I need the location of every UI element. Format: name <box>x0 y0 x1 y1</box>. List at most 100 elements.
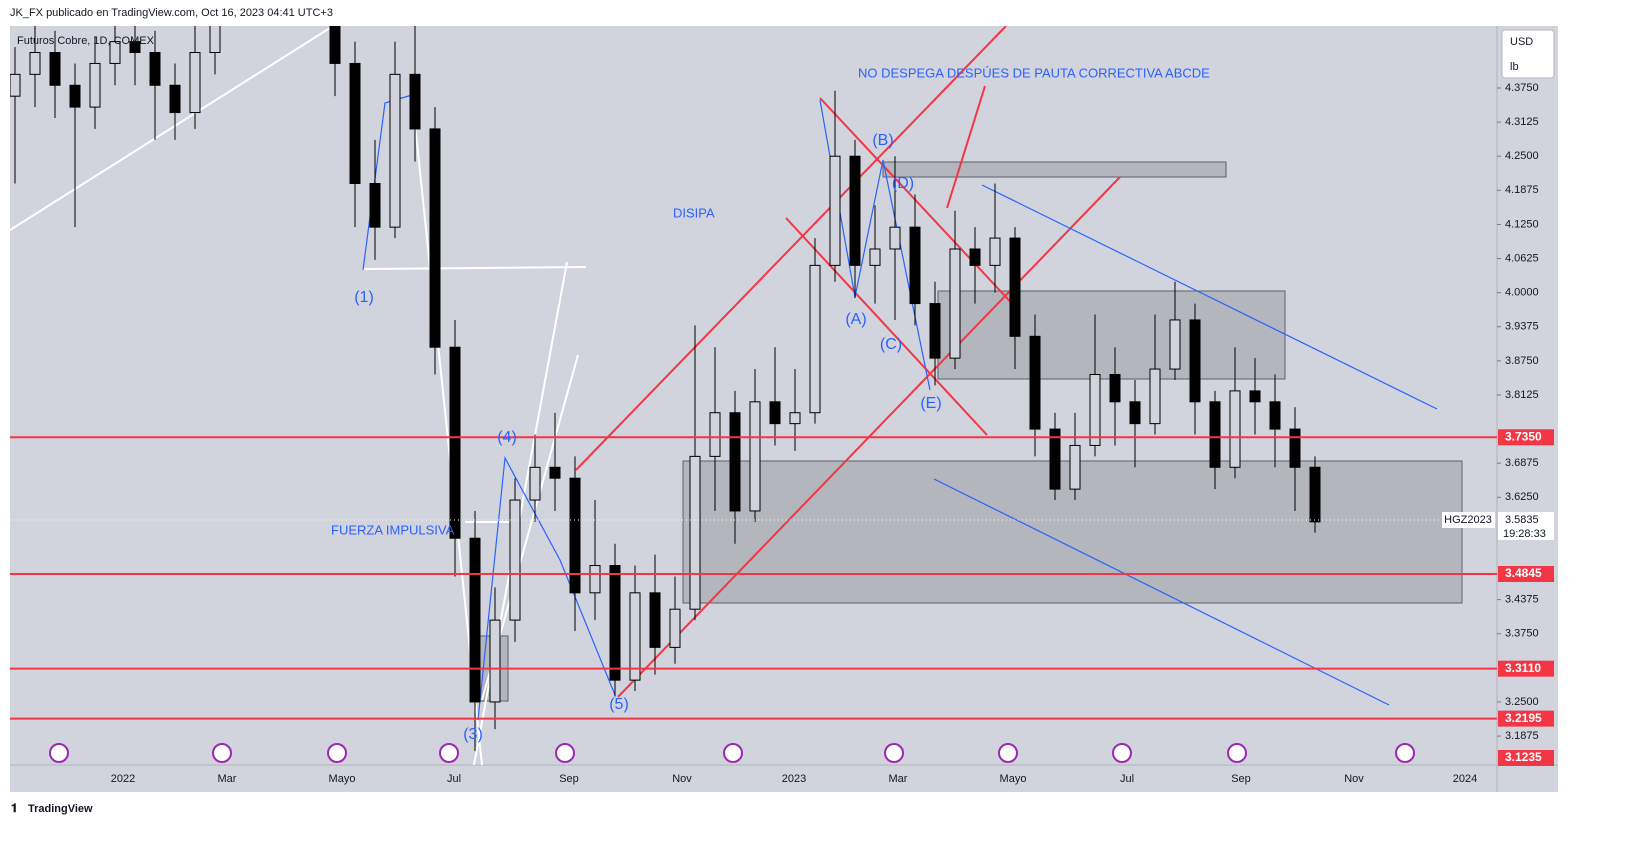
candle-body <box>1289 428 1301 468</box>
y-tick-label: 4.1250 <box>1505 218 1539 230</box>
level-tag <box>1498 429 1554 446</box>
y-tick-label: 3.8750 <box>1505 355 1539 367</box>
candle-body <box>909 226 921 305</box>
x-tick-label: Mayo <box>329 773 356 785</box>
annotation: NO DESPEGA DESPÚES DE PAUTA CORRECTIVA A… <box>858 65 1210 80</box>
candle-body <box>29 52 41 75</box>
candle-body <box>1069 444 1081 490</box>
candle-body <box>529 466 541 501</box>
event-marker <box>1112 743 1132 763</box>
candle-body <box>69 84 81 108</box>
candle-body <box>1089 374 1101 446</box>
zone <box>882 161 1227 178</box>
x-tick-label: Mar <box>218 773 237 785</box>
level-label: 3.3110 <box>1505 661 1541 675</box>
candle-body <box>1169 319 1181 370</box>
channel-line <box>933 478 1390 706</box>
x-tick-label: Sep <box>559 773 579 785</box>
trendline <box>575 26 1007 471</box>
level-label: 3.1235 <box>1505 750 1542 764</box>
channel-line <box>981 184 1438 410</box>
candle-body <box>1249 390 1261 403</box>
zone <box>937 290 1286 380</box>
y-tick-label: 3.6875 <box>1505 457 1539 469</box>
candle-body <box>549 466 561 479</box>
candle-body <box>389 73 401 228</box>
level-label: 3.2195 <box>1505 711 1542 725</box>
candle-body <box>1029 335 1041 430</box>
candle-body <box>10 73 21 97</box>
x-tick-label: 2023 <box>782 773 806 785</box>
y-tick-label: 3.8125 <box>1505 389 1539 401</box>
symbol-tag <box>1442 512 1495 528</box>
wave-label: (5) <box>609 696 629 713</box>
wave-label: (B) <box>872 132 893 149</box>
unit[interactable]: lb <box>1510 61 1519 73</box>
candle-body <box>989 237 1001 266</box>
trendline <box>819 97 1021 313</box>
plot-area <box>10 26 1558 792</box>
candle-body <box>1129 401 1141 425</box>
candle-body <box>1309 466 1321 523</box>
candle-body <box>1109 374 1121 403</box>
candle-body <box>1009 237 1021 337</box>
x-tick-label: Mar <box>889 773 908 785</box>
candle-body <box>349 62 361 185</box>
candle-body <box>769 401 781 425</box>
wave-label: (E) <box>920 395 941 412</box>
level-label: 3.4845 <box>1505 566 1542 580</box>
candle-body <box>369 183 381 228</box>
candle-body <box>1049 428 1061 490</box>
candle-body <box>449 346 461 539</box>
event-marker <box>1227 743 1247 763</box>
candle-body <box>409 73 421 130</box>
candle-body <box>1149 368 1161 425</box>
y-tick-label: 4.3125 <box>1505 116 1539 128</box>
candle-body <box>629 592 641 681</box>
y-tick-label: 4.2500 <box>1505 150 1539 162</box>
wave-label: (C) <box>880 336 902 353</box>
candle-body <box>169 84 181 114</box>
symbol-title: Futuros Cobre, 1D, COMEX <box>17 35 155 47</box>
wave-path <box>477 455 616 721</box>
level-label: 3.7350 <box>1505 429 1542 443</box>
last-price-tag <box>1498 511 1554 540</box>
arrow-line <box>946 85 986 209</box>
x-tick-label: Nov <box>672 773 692 785</box>
candle-body <box>1229 390 1241 468</box>
event-marker <box>884 743 904 763</box>
candle-body <box>129 41 141 54</box>
candle-body <box>189 52 201 114</box>
candle-body <box>669 608 681 648</box>
candle-body <box>809 264 821 414</box>
event-marker <box>998 743 1018 763</box>
candle-body <box>709 412 721 457</box>
x-tick-label: Jul <box>1120 773 1134 785</box>
candle-body <box>849 155 861 266</box>
candle-body <box>829 155 841 266</box>
wave-label: (3) <box>463 726 483 743</box>
candle-body <box>929 303 941 359</box>
candle-body <box>569 477 581 594</box>
candle-body <box>689 455 701 610</box>
unit-box[interactable] <box>1501 29 1555 79</box>
candle-body <box>209 26 221 54</box>
candle-body <box>109 41 121 64</box>
x-tick-label: 2024 <box>1453 773 1477 785</box>
event-marker <box>327 743 347 763</box>
symbol-label: HGZ2023 <box>1444 514 1492 526</box>
candle-body <box>509 499 521 621</box>
candle-body <box>649 592 661 648</box>
x-tick-label: Nov <box>1344 773 1364 785</box>
event-marker <box>1395 743 1415 763</box>
footer-brand: TradingView <box>28 803 93 815</box>
trendline <box>362 266 587 270</box>
candle-body <box>729 412 741 512</box>
level-tag <box>1498 710 1554 727</box>
currency[interactable]: USD <box>1510 36 1533 48</box>
level-tag <box>1498 750 1554 766</box>
x-tick-label: Mayo <box>1000 773 1027 785</box>
level-tag <box>1498 565 1554 582</box>
